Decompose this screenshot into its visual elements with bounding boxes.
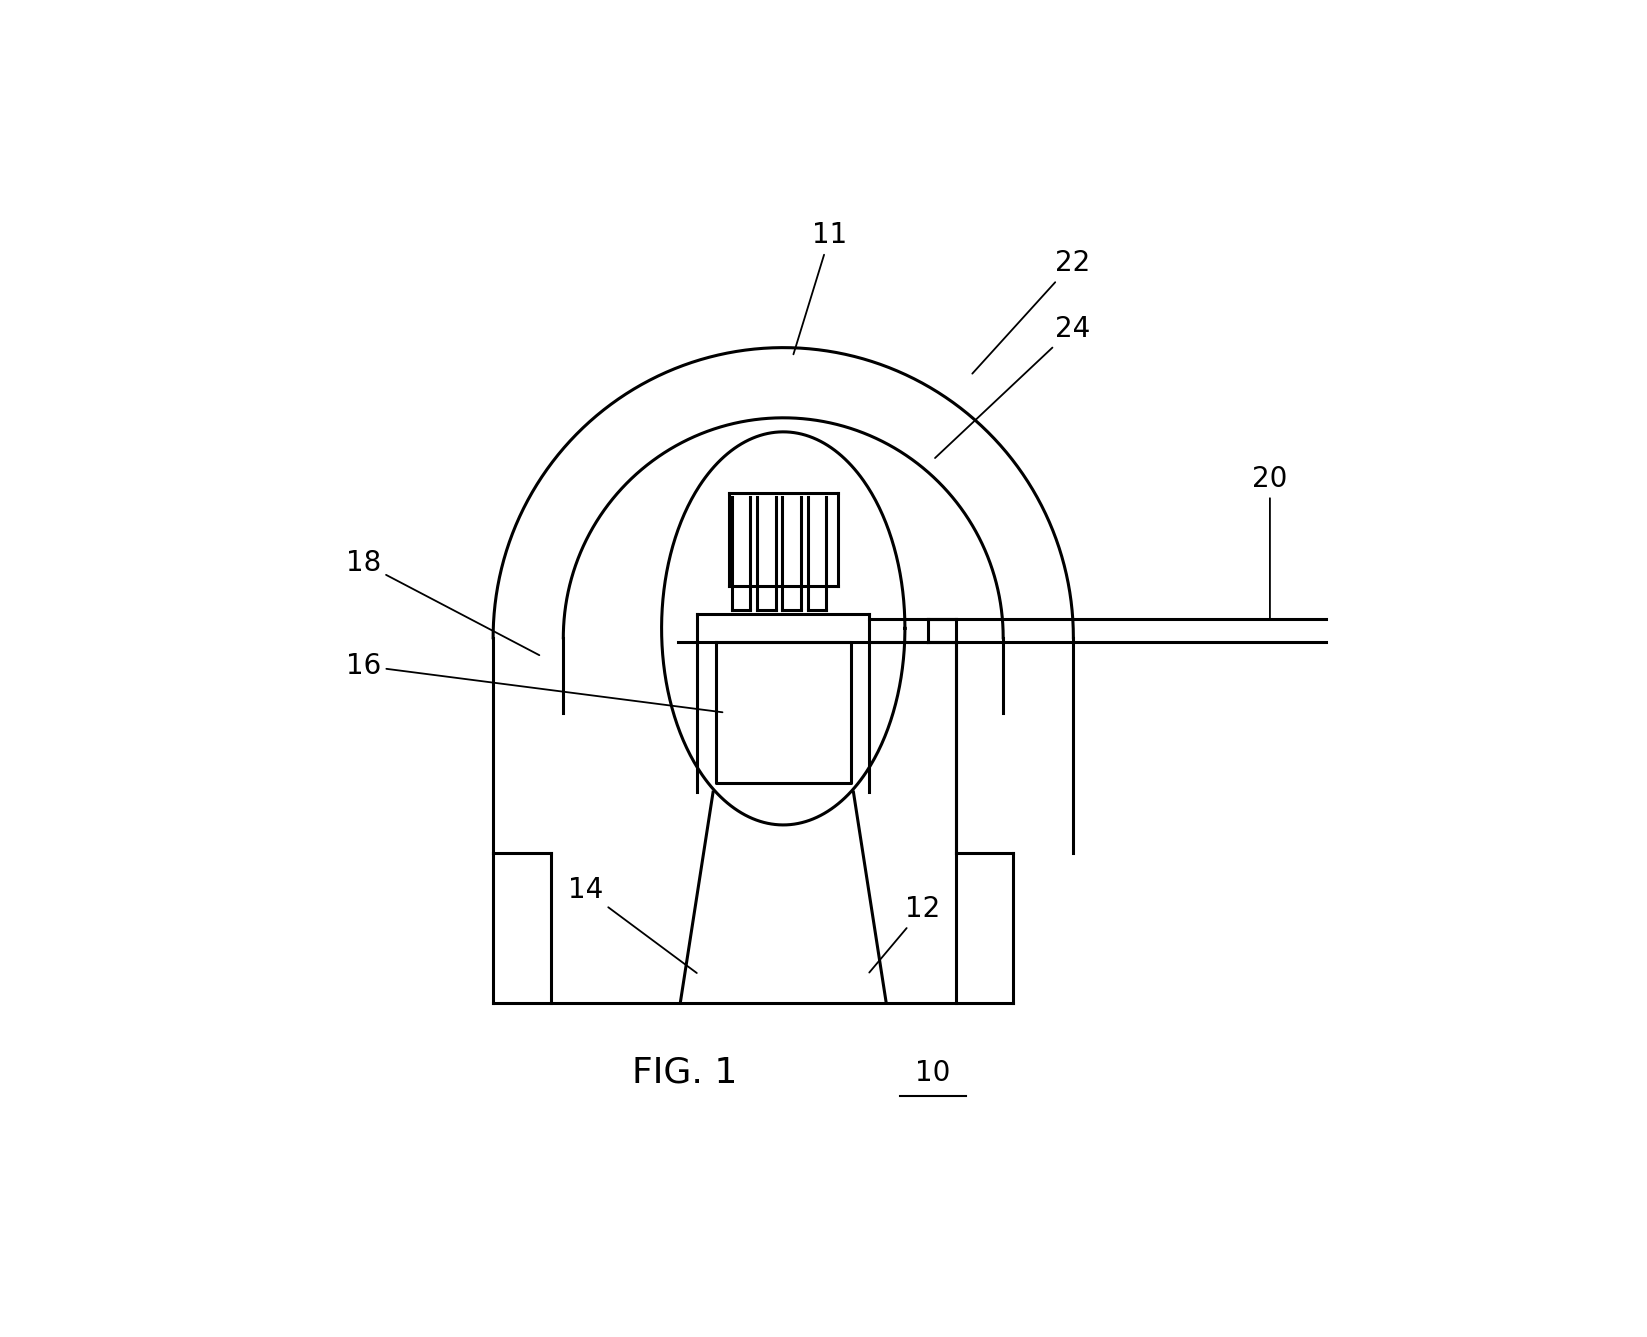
Text: 20: 20 [1252,465,1288,619]
Text: 18: 18 [346,550,539,655]
Text: 11: 11 [794,222,848,354]
Text: 22: 22 [972,250,1090,373]
Text: 16: 16 [346,652,723,713]
Text: 12: 12 [870,896,940,972]
Text: 24: 24 [935,316,1090,459]
Text: FIG. 1: FIG. 1 [632,1056,738,1090]
Text: 14: 14 [568,877,697,973]
Text: 10: 10 [916,1059,950,1087]
